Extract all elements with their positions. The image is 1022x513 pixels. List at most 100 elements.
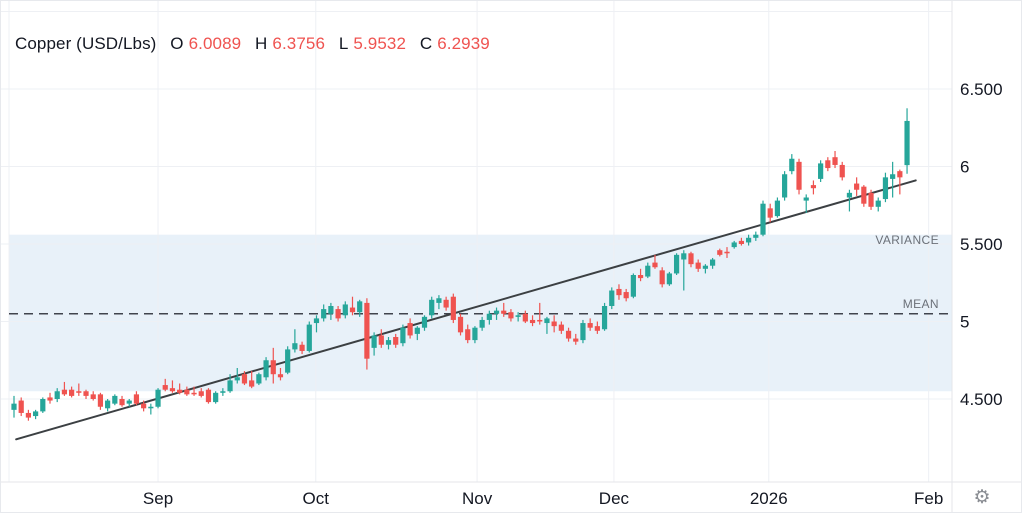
time-tick-label: Oct: [303, 489, 330, 508]
price-tick-label: 4.500: [960, 390, 1003, 409]
candle-body: [890, 174, 896, 179]
candle-body: [753, 234, 759, 238]
candle-body: [277, 374, 284, 378]
candle-body: [83, 391, 89, 396]
candle-body: [630, 275, 636, 297]
candle-body: [731, 242, 737, 248]
candle-body: [746, 237, 752, 243]
candle-body: [54, 391, 60, 399]
candle-body: [349, 307, 356, 313]
candle-body: [565, 330, 572, 339]
candle-body: [18, 400, 24, 413]
ohlc-close-label: C: [419, 34, 433, 53]
candle-body: [551, 321, 557, 327]
candle-wick: [78, 383, 80, 396]
candle-body: [573, 338, 579, 342]
candle-body: [738, 240, 745, 244]
candle-wick: [179, 383, 181, 395]
price-tick-label: 5: [960, 313, 969, 332]
candle-body: [11, 403, 17, 410]
candle-body: [385, 340, 392, 345]
candle-body: [623, 292, 629, 299]
candle-body: [616, 288, 622, 296]
candle-wick: [654, 254, 656, 269]
ohlc-low-value: 5.9532: [353, 34, 407, 53]
candle-wick: [251, 371, 253, 389]
candle-body: [724, 251, 730, 254]
gridlines: [1, 1, 952, 482]
time-tick-label: 2026: [750, 489, 788, 508]
candle-body: [393, 337, 399, 345]
candle-body: [33, 411, 39, 417]
candle-body: [213, 392, 219, 403]
candle-body: [645, 265, 651, 277]
variance-band-label: VARIANCE: [875, 233, 939, 247]
candle-body: [854, 183, 860, 190]
candle-body: [198, 391, 204, 396]
candle-body: [796, 161, 802, 190]
candle-wick: [315, 315, 318, 333]
candle-wick: [351, 296, 354, 316]
candle-body: [717, 250, 723, 255]
candle-body: [897, 171, 903, 178]
candle-body: [371, 335, 377, 348]
candle-body: [90, 394, 96, 399]
candle-body: [544, 318, 550, 324]
ohlc-low-label: L: [338, 34, 349, 53]
time-axis[interactable]: Sep Oct Nov Dec 2026 Feb: [143, 489, 943, 508]
candle-body: [443, 299, 449, 308]
candle-body: [407, 323, 413, 336]
candle-body: [25, 412, 32, 418]
candle-wick: [171, 380, 174, 393]
candles[interactable]: [11, 108, 910, 421]
candle-body: [493, 310, 500, 314]
candle-body: [868, 192, 874, 207]
candle-body: [47, 397, 53, 401]
candle-body: [119, 399, 125, 406]
price-axis[interactable]: 6.500 6 5.500 5 4.500: [960, 80, 1003, 409]
candle-body: [97, 394, 104, 407]
candle-body: [169, 388, 176, 392]
candle-body: [501, 310, 507, 314]
candle-body: [832, 157, 838, 165]
candle-body: [285, 349, 291, 373]
candle-body: [479, 319, 485, 328]
candle-body: [436, 298, 442, 303]
candle-wick: [683, 250, 685, 291]
candle-wick: [150, 403, 152, 415]
candle-body: [450, 296, 456, 320]
candle-body: [709, 259, 716, 266]
symbol-legend: Copper (USD/Lbs) O 6.0089 H 6.3756 L 5.9532…: [15, 34, 490, 54]
candle-body: [263, 360, 269, 378]
candle-body: [637, 275, 644, 279]
candle-body: [846, 192, 853, 198]
candle-body: [522, 313, 528, 322]
candle-body: [594, 326, 600, 331]
ohlc-open-label: O: [170, 34, 184, 53]
candle-body: [306, 324, 312, 351]
candle-body: [695, 262, 701, 269]
candle-body: [839, 164, 845, 178]
settings-gear-icon[interactable]: ⚙: [973, 487, 991, 508]
candle-wick: [236, 368, 238, 384]
candle-body: [529, 319, 536, 324]
ohlc-open-value: 6.0089: [188, 34, 242, 53]
candle-body: [162, 385, 168, 390]
candle-wick: [805, 194, 807, 213]
candle-body: [335, 309, 341, 319]
candle-body: [105, 400, 111, 409]
ohlc-high-label: H: [255, 34, 268, 53]
candle-body: [681, 253, 687, 260]
candle-body: [472, 327, 478, 341]
candle-body: [234, 377, 240, 381]
time-tick-label: Feb: [914, 489, 943, 508]
candle-body: [508, 312, 514, 319]
candle-body: [155, 389, 161, 407]
candle-wick: [892, 161, 894, 198]
candle-body: [659, 270, 665, 285]
candle-body: [601, 306, 608, 330]
candle-body: [191, 392, 197, 395]
candle-body: [61, 389, 68, 395]
candle-wick: [294, 329, 296, 353]
